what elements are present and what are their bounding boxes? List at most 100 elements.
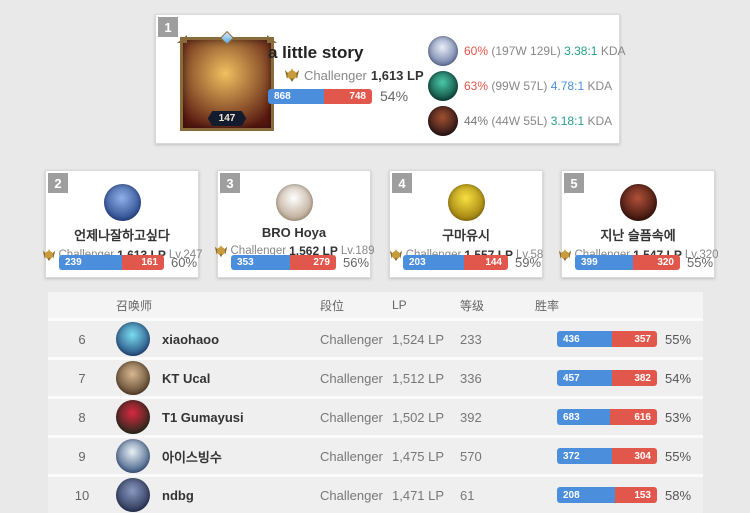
level-label: Lv.189: [340, 245, 375, 257]
winrate-value: 54%: [380, 88, 409, 104]
champion-record: (44W 55L): [491, 114, 548, 128]
wins-segment: 399: [575, 255, 634, 270]
player-avatar[interactable]: [619, 184, 657, 221]
summoner-name[interactable]: KT Ucal: [162, 370, 211, 386]
header-level: 等级: [460, 298, 485, 313]
table-row[interactable]: 7 KT Ucal Challenger 1,512 LP 336 457 38…: [48, 360, 703, 396]
frame-gem-icon: [219, 30, 235, 46]
losses-segment: 382: [611, 370, 657, 386]
player-card[interactable]: 2 언제나잘하고싶다 Challenger 1,613 LP Lv.247 23…: [42, 170, 203, 278]
challenger-tier-icon: [214, 244, 227, 258]
winloss-bar: 868 748: [268, 88, 372, 104]
level-label: Lv.247: [168, 249, 203, 261]
level-value: 392: [460, 409, 482, 425]
lp-value: 1,524 LP: [392, 331, 445, 347]
summoner-name[interactable]: BRO Hoya: [261, 225, 327, 240]
challenger-tier-icon: [558, 248, 571, 262]
rank-number: 9: [78, 448, 86, 464]
wins-segment: 208: [557, 487, 615, 503]
level-value: 61: [460, 487, 475, 503]
tier-label: Challenger: [230, 245, 287, 257]
champion-icon: [428, 106, 458, 136]
player-avatar[interactable]: [275, 184, 313, 221]
wins-segment: 457: [557, 370, 612, 386]
player-avatar[interactable]: 147: [177, 30, 277, 131]
winrate-value: 54%: [665, 370, 692, 386]
losses-segment: 748: [323, 88, 372, 104]
champion-stat-row[interactable]: 44% (44W 55L) 3.18:1 KDA: [428, 106, 626, 136]
rank-number: 6: [78, 331, 86, 347]
losses-segment: 153: [614, 487, 657, 503]
header-summoner: 召唤师: [116, 298, 153, 313]
table-row[interactable]: 6 xiaohaoo Challenger 1,524 LP 233 436 3…: [48, 321, 703, 357]
player-card[interactable]: 5 지난 슬픔속에 Challenger 1,547 LP Lv.320 399…: [558, 170, 719, 278]
winrate-value: 58%: [665, 487, 692, 503]
winloss-bar: 208 153: [557, 487, 657, 503]
tier-label: Challenger: [320, 331, 383, 347]
table-row[interactable]: 9 아이스빙수 Challenger 1,475 LP 570 372 304 …: [48, 438, 703, 474]
winrate-value: 56%: [343, 255, 370, 270]
champion-winrate: 60%: [464, 44, 489, 58]
rank-badge: 4: [392, 173, 412, 193]
champion-winrate: 44%: [464, 114, 489, 128]
losses-segment: 357: [612, 331, 657, 347]
top-champions-list: 60% (197W 129L) 3.38:1 KDA 63% (99W 57L)…: [428, 36, 626, 136]
table-header: 召唤师 段位 LP 等级 胜率: [48, 292, 703, 318]
top-player-card[interactable]: 1 147 a little story Challenger 1,613 LP…: [155, 14, 626, 144]
rank-badge: 5: [564, 173, 584, 193]
champion-stat-row[interactable]: 60% (197W 129L) 3.38:1 KDA: [428, 36, 626, 66]
champion-icon: [428, 36, 458, 66]
summoner-level-badge: 147: [207, 111, 247, 126]
kda-label: KDA: [587, 114, 613, 128]
summoner-name[interactable]: 지난 슬픔속에: [600, 228, 676, 243]
winloss-bar: 399 320: [575, 255, 680, 270]
champion-stat-row[interactable]: 63% (99W 57L) 4.78:1 KDA: [428, 71, 626, 101]
losses-segment: 279: [289, 255, 336, 270]
tier-label: Challenger: [320, 448, 383, 464]
winrate-value: 55%: [665, 331, 692, 347]
player-avatar[interactable]: [116, 400, 150, 434]
winrate-value: 55%: [665, 448, 692, 464]
losses-segment: 304: [612, 448, 657, 464]
leaderboard-table: 召唤师 段位 LP 等级 胜率 6 xiaohaoo Challenger 1,…: [48, 292, 703, 513]
tier-label: Challenger: [304, 67, 367, 83]
player-card[interactable]: 4 구마유시 Challenger 1,557 LP Lv.58 203 144…: [389, 170, 543, 278]
winloss-bar: 436 357: [557, 331, 657, 347]
losses-segment: 616: [609, 409, 657, 425]
summoner-name[interactable]: ndbg: [162, 487, 194, 503]
winloss-bar: 457 382: [557, 370, 657, 386]
kda-label: KDA: [600, 44, 626, 58]
winloss-bar: 353 279: [231, 255, 336, 270]
player-avatar[interactable]: [447, 184, 485, 221]
summoner-name[interactable]: xiaohaoo: [162, 331, 220, 347]
tier-label: Challenger: [320, 409, 383, 425]
player-avatar[interactable]: [116, 439, 150, 473]
losses-segment: 161: [121, 255, 164, 270]
wins-segment: 436: [557, 331, 612, 347]
player-card[interactable]: 3 BRO Hoya Challenger 1,562 LP Lv.189 35…: [214, 170, 375, 278]
player-avatar[interactable]: [103, 184, 141, 221]
summoner-name[interactable]: 아이스빙수: [162, 449, 222, 465]
frame-wing-icon: [267, 35, 277, 43]
wins-segment: 683: [557, 409, 610, 425]
wins-segment: 203: [403, 255, 465, 270]
summoner-name[interactable]: T1 Gumayusi: [162, 409, 244, 425]
player-avatar[interactable]: [116, 322, 150, 356]
level-label: Lv.320: [684, 249, 719, 261]
lp-value: 1,512 LP: [392, 370, 445, 386]
summoner-name[interactable]: 구마유시: [442, 228, 490, 243]
player-avatar[interactable]: [116, 478, 150, 512]
winloss-bar: 683 616: [557, 409, 657, 425]
summoner-name[interactable]: 언제나잘하고싶다: [74, 228, 170, 243]
lp-value: 1,471 LP: [392, 487, 445, 503]
level-value: 233: [460, 331, 482, 347]
wins-segment: 239: [59, 255, 122, 270]
table-row[interactable]: 8 T1 Gumayusi Challenger 1,502 LP 392 68…: [48, 399, 703, 435]
summoner-name[interactable]: a little story: [268, 43, 364, 62]
tier-label: Challenger: [320, 370, 383, 386]
player-avatar[interactable]: [116, 361, 150, 395]
winrate-value: 60%: [171, 255, 198, 270]
table-row[interactable]: 10 ndbg Challenger 1,471 LP 61 208 153 5…: [48, 477, 703, 513]
challenger-tier-icon: [285, 68, 299, 82]
rank-badge: 2: [48, 173, 68, 193]
